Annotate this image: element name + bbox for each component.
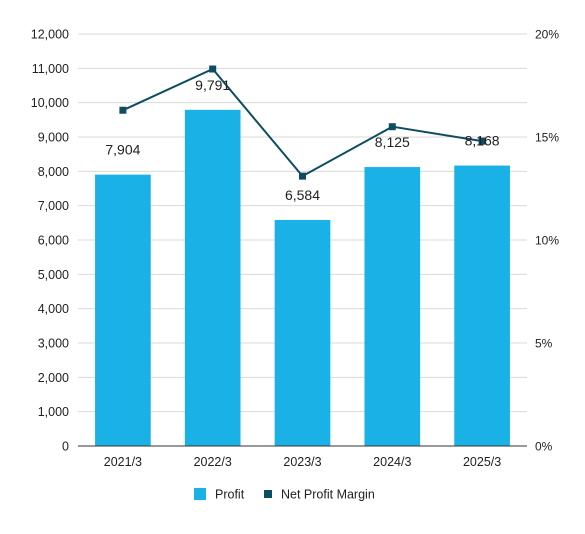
y-right-tick-label: 20% [535, 28, 559, 42]
x-tick-label: 2024/3 [373, 455, 411, 469]
line-point-net-profit-margin [209, 65, 217, 73]
y-right-tick-label: 15% [535, 131, 559, 145]
y-left-tick-label: 10,000 [31, 96, 69, 110]
y-left-tick-label: 7,000 [38, 199, 69, 213]
bar-profit [454, 165, 510, 446]
bar-profit [184, 109, 241, 446]
legend-swatch-net-profit-margin [264, 490, 272, 498]
line-point-net-profit-margin [119, 106, 127, 114]
bar-data-label: 8,125 [375, 134, 410, 150]
y-left-tick-label: 1,000 [38, 405, 69, 419]
line-point-net-profit-margin [478, 137, 486, 145]
x-tick-label: 2023/3 [283, 455, 321, 469]
bar-data-label: 8,168 [465, 133, 500, 149]
legend-label-profit: Profit [215, 488, 245, 502]
x-tick-label: 2022/3 [194, 455, 232, 469]
line-point-net-profit-margin [299, 172, 306, 180]
line-net-profit-margin [122, 67, 483, 178]
legend-label-net-profit-margin: Net Profit Margin [281, 488, 375, 502]
y-left-tick-label: 0 [62, 440, 69, 454]
bar-profit [95, 174, 151, 446]
x-tick-label: 2021/3 [104, 455, 142, 469]
y-left-tick-label: 5,000 [38, 268, 69, 282]
x-tick-label: 2025/3 [463, 455, 501, 469]
y-right-tick-label: 0% [535, 440, 553, 454]
line-point-net-profit-margin [388, 123, 396, 131]
bar-profit [364, 167, 421, 446]
y-left-tick-label: 4,000 [38, 302, 69, 316]
legend-swatch-profit [194, 488, 206, 500]
y-left-tick-label: 8,000 [38, 165, 69, 179]
y-right-tick-label: 5% [535, 337, 553, 351]
bar-data-label: 7,904 [105, 142, 140, 158]
y-left-tick-label: 12,000 [31, 28, 69, 42]
y-left-tick-label: 3,000 [38, 337, 69, 351]
y-left-tick-label: 6,000 [38, 234, 69, 248]
bar-profit [274, 219, 331, 446]
y-right-tick-label: 10% [535, 234, 559, 248]
y-left-tick-label: 11,000 [32, 62, 69, 76]
bar-data-label: 9,791 [195, 77, 230, 93]
bar-data-label: 6,584 [285, 187, 320, 203]
y-left-tick-label: 9,000 [38, 131, 69, 145]
y-left-tick-label: 2,000 [38, 371, 69, 385]
